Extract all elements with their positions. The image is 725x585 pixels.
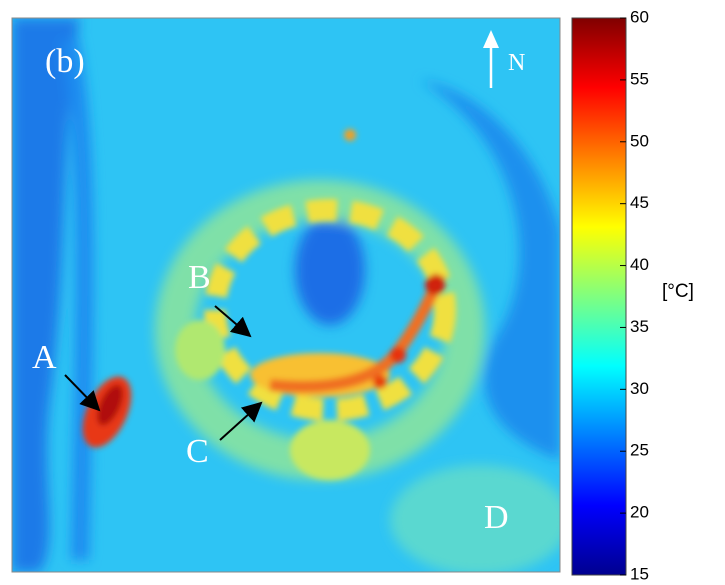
annotation-label: D xyxy=(484,499,509,536)
colorbar-tick-label: 50 xyxy=(630,131,649,150)
colorbar-tick-label: 15 xyxy=(630,564,649,583)
colorbar-tick-label: 25 xyxy=(630,441,649,460)
colorbar-tick-label: 30 xyxy=(630,379,649,398)
colorbar-unit: [°C] xyxy=(662,281,694,302)
panel-label: (b) xyxy=(45,43,85,80)
annotation-label: C xyxy=(186,433,209,470)
colorbar-tick-label: 35 xyxy=(630,317,649,336)
thermal-figure: (b) N A B C D [°C] 15 20 25 30 35 40 45 50 55 60 xyxy=(0,0,725,585)
colorbar-tick-label: 45 xyxy=(630,193,649,212)
colorbar-tick-label: 55 xyxy=(630,69,649,88)
colorbar-tick-label: 40 xyxy=(630,255,649,274)
colorbar-tick-label: 20 xyxy=(630,503,649,522)
annotation-label: B xyxy=(188,259,211,296)
colorbar xyxy=(572,18,626,575)
thermal-image xyxy=(12,18,570,575)
annotation-label: A xyxy=(32,339,57,376)
colorbar-tick-label: 60 xyxy=(630,7,649,26)
north-label: N xyxy=(508,50,525,76)
